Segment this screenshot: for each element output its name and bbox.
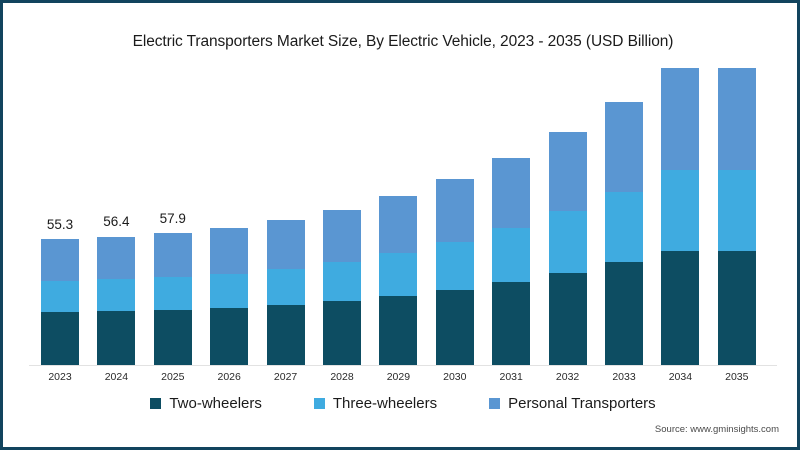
bar-value-label-2023: 55.3	[46, 217, 74, 232]
x-tick-2026: 2026	[217, 371, 241, 383]
bar-value-label-2024: 56.4	[103, 214, 130, 230]
x-tick-2033: 2033	[612, 371, 636, 383]
legend-swatch-icon	[489, 398, 501, 409]
legend-swatch-icon	[313, 398, 325, 409]
bar-2028[interactable]	[323, 209, 361, 365]
bar-segment-three-wheelers	[97, 279, 136, 311]
bar-value-label-2025: 57.9	[159, 211, 186, 227]
x-tick-2024: 2024	[104, 371, 129, 383]
bar-segment-three-wheelers	[548, 211, 587, 273]
bar-segment-two-wheelers	[323, 300, 361, 365]
bar-segment-two-wheelers	[717, 250, 756, 365]
bar-segment-two-wheelers	[435, 289, 474, 365]
chart-legend: Two-wheelers Three-wheelers Personal Trans…	[3, 395, 797, 412]
bar-segment-three-wheelers	[661, 169, 700, 251]
bar-segment-personal-transporters	[153, 233, 192, 278]
bar-2025[interactable]	[153, 233, 192, 365]
legend-label: Three-wheelers	[332, 395, 438, 412]
bar-2029[interactable]	[379, 196, 418, 365]
legend-item-personal-transporters[interactable]: Personal Transporters	[489, 395, 656, 412]
bar-segment-three-wheelers	[210, 273, 249, 308]
x-tick-2030: 2030	[443, 371, 467, 383]
bar-segment-personal-transporters	[605, 101, 643, 192]
bar-segment-two-wheelers	[548, 272, 587, 365]
bar-segment-two-wheelers	[379, 295, 418, 365]
bar-2033[interactable]	[605, 101, 643, 365]
bar-segment-personal-transporters	[435, 179, 474, 242]
bar-segment-three-wheelers	[435, 241, 474, 290]
bar-segment-personal-transporters	[548, 131, 587, 212]
x-tick-2034: 2034	[668, 371, 693, 383]
legend-swatch-icon	[150, 398, 162, 409]
bar-2030[interactable]	[435, 179, 474, 365]
bar-segment-personal-transporters	[717, 67, 756, 170]
bar-segment-personal-transporters	[210, 227, 249, 274]
bar-segment-three-wheelers	[492, 228, 531, 283]
legend-label: Personal Transporters	[508, 395, 656, 412]
x-tick-2035: 2035	[725, 371, 749, 383]
bar-segment-three-wheelers	[605, 191, 643, 263]
bar-segment-two-wheelers	[661, 250, 700, 365]
bar-segment-three-wheelers	[379, 253, 418, 296]
bar-2023[interactable]	[41, 239, 79, 365]
bar-segment-two-wheelers	[492, 282, 531, 365]
bar-2031[interactable]	[492, 157, 531, 365]
chart-title: Electric Transporters Market Size, By El…	[132, 33, 674, 50]
bar-segment-two-wheelers	[605, 262, 643, 365]
bar-2035[interactable]	[717, 67, 756, 365]
bar-2026[interactable]	[210, 227, 249, 365]
bar-segment-two-wheelers	[41, 312, 79, 365]
bar-segment-personal-transporters	[97, 236, 136, 280]
legend-item-three-wheelers[interactable]: Three-wheelers	[313, 395, 438, 412]
bar-segment-three-wheelers	[153, 277, 192, 310]
source-attribution: Source: www.gminsights.com	[654, 424, 779, 435]
bar-2032[interactable]	[548, 131, 587, 365]
x-tick-2031: 2031	[499, 371, 523, 383]
bar-segment-personal-transporters	[323, 209, 361, 263]
bar-segment-three-wheelers	[323, 262, 361, 301]
bar-segment-personal-transporters	[492, 157, 531, 229]
x-tick-2032: 2032	[555, 371, 580, 383]
bar-2027[interactable]	[266, 220, 305, 365]
bar-segment-two-wheelers	[153, 309, 192, 365]
bar-segment-two-wheelers	[266, 304, 305, 365]
bar-segment-three-wheelers	[717, 169, 756, 251]
x-tick-2029: 2029	[386, 371, 411, 383]
bar-segment-personal-transporters	[379, 196, 418, 254]
bar-segment-three-wheelers	[266, 268, 305, 305]
axis-baseline	[29, 365, 777, 366]
bar-segment-two-wheelers	[97, 310, 136, 365]
bar-2034[interactable]	[661, 67, 700, 365]
bar-segment-three-wheelers	[41, 281, 79, 313]
bar-segment-two-wheelers	[210, 307, 249, 365]
bar-segment-personal-transporters	[661, 67, 700, 170]
bar-segment-personal-transporters	[266, 220, 305, 269]
x-tick-2028: 2028	[330, 371, 354, 383]
x-tick-2027: 2027	[273, 371, 298, 383]
bar-segment-personal-transporters	[41, 239, 79, 282]
bar-2024[interactable]	[97, 236, 136, 365]
x-tick-2023: 2023	[48, 371, 72, 383]
legend-item-two-wheelers[interactable]: Two-wheelers	[150, 395, 262, 412]
x-tick-2025: 2025	[161, 371, 185, 383]
legend-label: Two-wheelers	[169, 395, 262, 412]
